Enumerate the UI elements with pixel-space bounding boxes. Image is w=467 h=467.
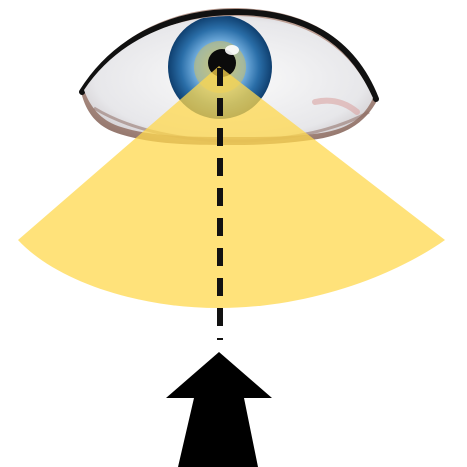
tear-duct <box>312 97 360 115</box>
vision-cone <box>18 66 445 308</box>
eyelid-line <box>79 8 379 102</box>
up-arrow <box>166 352 272 467</box>
eye-highlight <box>225 45 239 55</box>
